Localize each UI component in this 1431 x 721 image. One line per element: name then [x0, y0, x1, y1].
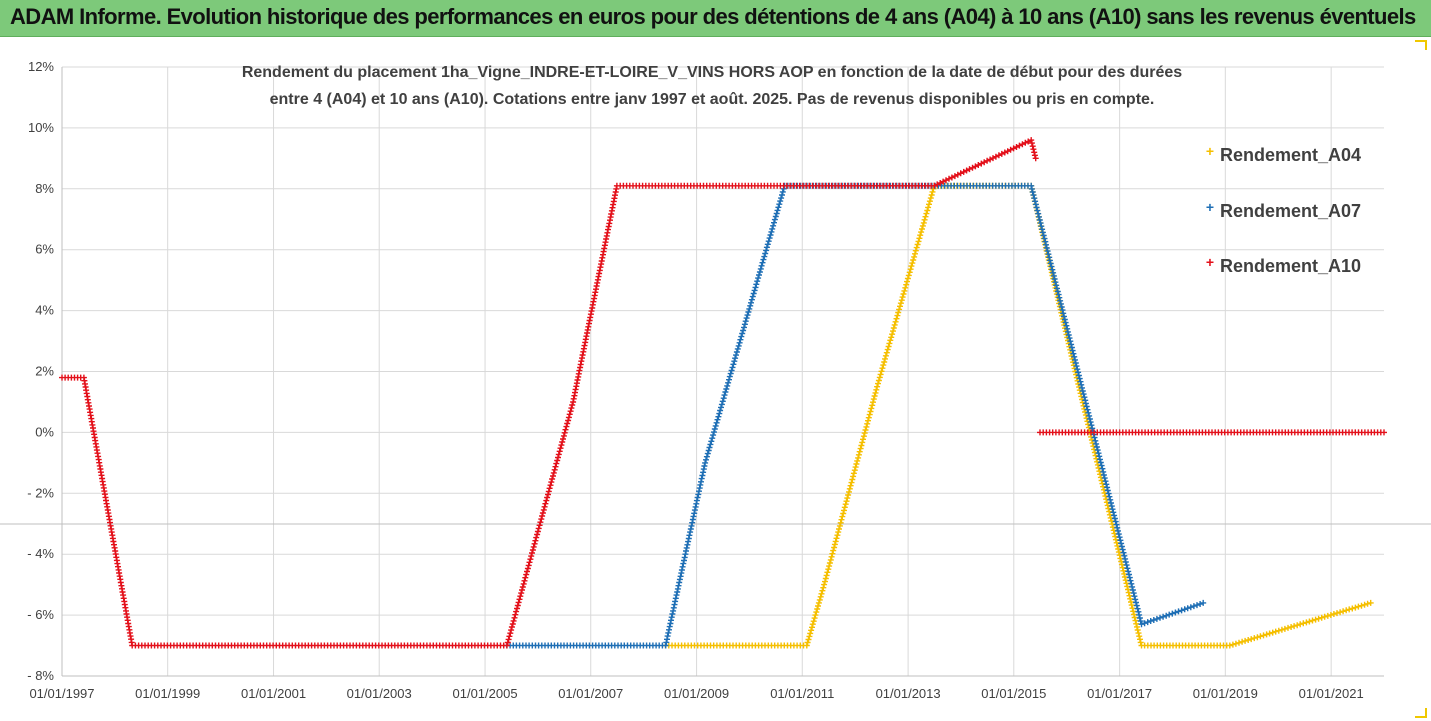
y-tick-label: 6%	[35, 242, 54, 257]
y-tick-label: 12%	[28, 59, 54, 74]
series-Rendement_A10	[59, 137, 1039, 649]
y-tick-label: 4%	[35, 303, 54, 318]
chart-title: Rendement du placement 1ha_Vigne_INDRE-E…	[242, 64, 1182, 81]
series-Rendement_A07	[503, 182, 1207, 649]
x-tick-label: 01/01/2013	[876, 686, 941, 701]
x-tick-label: 01/01/2015	[981, 686, 1046, 701]
y-tick-label: 2%	[35, 364, 54, 379]
legend-marker: +	[1206, 199, 1214, 215]
x-tick-label: 01/01/2009	[664, 686, 729, 701]
frame-corner-bottom	[1415, 708, 1427, 718]
x-tick-label: 01/01/2005	[453, 686, 518, 701]
x-tick-label: 01/01/2003	[347, 686, 412, 701]
y-tick-label: - 8%	[27, 668, 54, 683]
y-tick-label: 8%	[35, 181, 54, 196]
x-tick-label: 01/01/2001	[241, 686, 306, 701]
legend-marker: +	[1206, 143, 1214, 159]
y-tick-label: 0%	[35, 424, 54, 439]
x-tick-label: 01/01/2007	[558, 686, 623, 701]
x-tick-label: 01/01/2021	[1299, 686, 1364, 701]
x-tick-label: 01/01/1997	[29, 686, 94, 701]
legend-marker: +	[1206, 254, 1214, 270]
series-Rendement_A04	[662, 182, 1374, 649]
banner-title: ADAM Informe. Evolution historique des p…	[10, 4, 1416, 29]
series-Rendement_A10-segment	[1037, 429, 1387, 436]
x-tick-label: 01/01/2017	[1087, 686, 1152, 701]
legend-label: Rendement_A07	[1220, 201, 1361, 221]
y-tick-label: - 4%	[27, 546, 54, 561]
y-tick-label: - 6%	[27, 607, 54, 622]
legend-label: Rendement_A10	[1220, 256, 1361, 276]
legend-label: Rendement_A04	[1220, 145, 1361, 165]
x-tick-label: 01/01/2019	[1193, 686, 1258, 701]
y-tick-label: - 2%	[27, 485, 54, 500]
header-banner: ADAM Informe. Evolution historique des p…	[0, 0, 1431, 37]
y-tick-label: 10%	[28, 120, 54, 135]
x-tick-label: 01/01/2011	[770, 686, 834, 701]
frame-corner-top	[1415, 40, 1427, 50]
chart-subtitle: entre 4 (A04) et 10 ans (A10). Cotations…	[270, 91, 1155, 108]
x-tick-label: 01/01/1999	[135, 686, 200, 701]
